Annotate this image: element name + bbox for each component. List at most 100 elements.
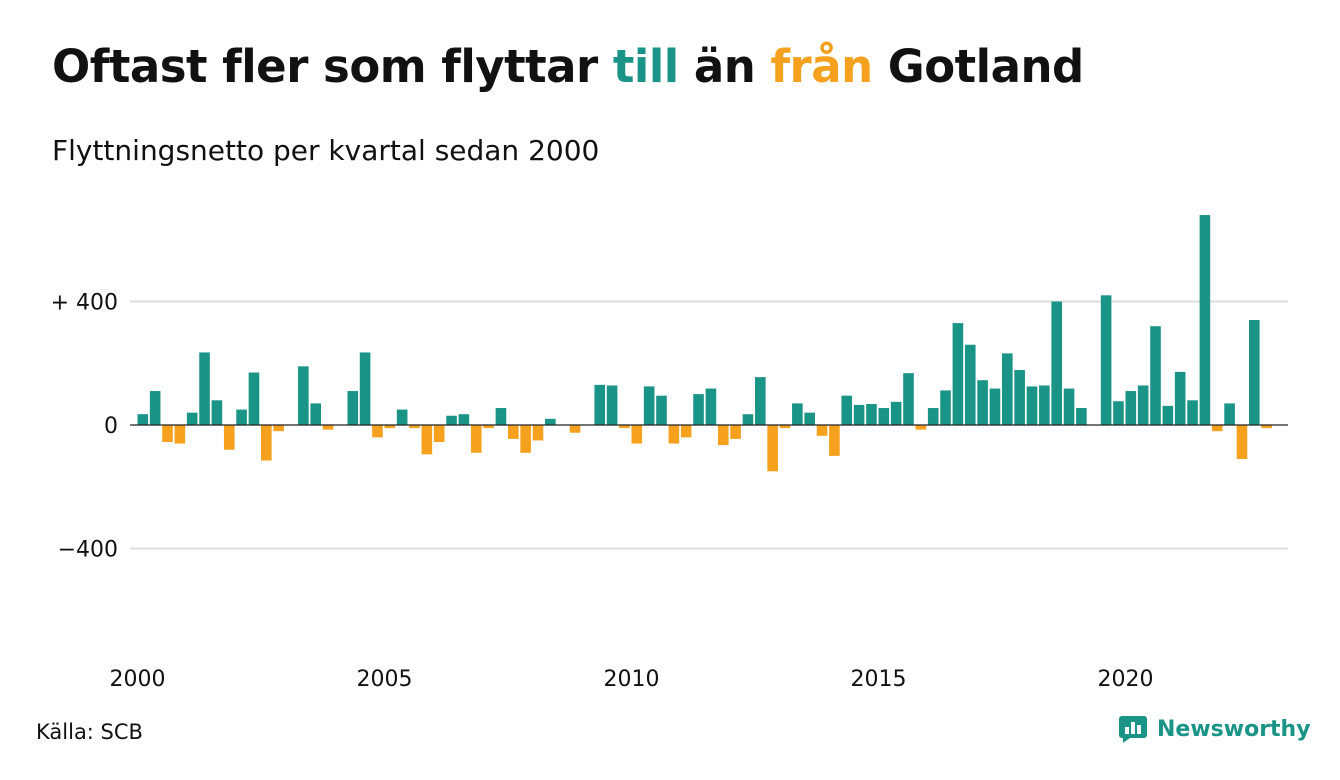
bar	[940, 390, 951, 425]
brand-name: Newsworthy	[1157, 716, 1311, 742]
bar	[1002, 353, 1013, 425]
bar-chart: + 400 0 −400 2000 2005 2010 2015 2020	[51, 215, 1288, 692]
bar	[903, 373, 914, 425]
bar	[915, 425, 927, 430]
bar	[470, 425, 482, 453]
bar	[1199, 215, 1211, 425]
bar	[1026, 386, 1038, 425]
bar	[396, 409, 408, 425]
title-part-1: Oftast fler som flyttar	[52, 40, 613, 93]
bar	[1100, 295, 1112, 425]
bar	[236, 409, 247, 425]
bar	[149, 391, 161, 425]
bar	[1211, 425, 1223, 432]
bar	[705, 388, 717, 425]
bar	[779, 425, 791, 429]
bar	[1174, 371, 1186, 425]
x-tick-label: 2000	[110, 667, 166, 692]
bar	[755, 377, 766, 425]
title-highlight-fran: från	[770, 40, 873, 93]
bar	[1051, 301, 1062, 425]
bar	[643, 386, 655, 425]
bar	[137, 414, 149, 425]
bar	[829, 425, 840, 456]
bar	[532, 425, 544, 441]
bar	[1137, 385, 1149, 425]
bar	[1039, 385, 1050, 425]
bar	[977, 380, 988, 425]
newsworthy-chart-icon	[1119, 716, 1147, 743]
bar	[742, 414, 754, 425]
y-tick-label: −400	[58, 538, 118, 563]
title-part-3: än	[678, 40, 771, 93]
bar	[792, 403, 803, 425]
bar	[359, 352, 371, 425]
bar	[458, 414, 470, 425]
bar	[890, 401, 902, 425]
bar	[878, 408, 890, 425]
bar	[816, 425, 828, 436]
bar	[508, 425, 519, 439]
bar	[1236, 425, 1248, 459]
bar	[680, 425, 692, 438]
bar	[372, 425, 383, 438]
y-tick-label: 0	[104, 414, 118, 439]
chart-subtitle: Flyttningsnetto per kvartal sedan 2000	[52, 134, 600, 167]
bar	[545, 418, 556, 425]
bar	[211, 400, 223, 425]
title-highlight-till: till	[612, 40, 679, 93]
bar	[1076, 408, 1087, 425]
bar	[223, 425, 235, 450]
bar	[322, 425, 334, 430]
bar	[631, 425, 643, 444]
bar	[520, 425, 531, 453]
bar	[1261, 425, 1272, 429]
bar	[495, 408, 507, 425]
bar	[1014, 370, 1025, 425]
x-tick-label: 2015	[851, 667, 907, 692]
bar	[347, 391, 359, 425]
bar	[1249, 320, 1260, 425]
bar	[1150, 326, 1161, 425]
bar	[606, 385, 618, 425]
bar	[421, 425, 433, 455]
bar	[927, 408, 939, 425]
x-tick-label: 2020	[1098, 667, 1154, 692]
bar	[668, 425, 680, 444]
bar	[569, 425, 581, 433]
bar	[1187, 400, 1198, 425]
bar	[964, 344, 976, 426]
bar	[952, 323, 964, 425]
bar	[989, 388, 1001, 425]
bar	[717, 425, 729, 446]
bar	[186, 412, 198, 425]
source-note: Källa: SCB	[36, 720, 143, 744]
bar	[273, 425, 284, 432]
y-tick-label: + 400	[51, 291, 118, 316]
bar	[656, 395, 667, 425]
bar	[248, 372, 260, 425]
bar	[693, 394, 704, 426]
bar	[1224, 403, 1235, 425]
bar	[310, 403, 321, 425]
bar	[261, 425, 272, 461]
bar	[1125, 391, 1137, 425]
bar	[199, 352, 210, 425]
bar	[446, 415, 457, 425]
bar	[594, 384, 606, 425]
bar	[384, 425, 396, 429]
bar	[162, 425, 173, 442]
bar	[1063, 388, 1075, 425]
bar	[619, 425, 630, 429]
bar	[730, 425, 741, 439]
bar	[804, 412, 815, 425]
bar	[174, 425, 186, 444]
bar	[1113, 401, 1124, 425]
bar	[767, 425, 778, 472]
bar	[853, 404, 865, 425]
bar	[433, 425, 445, 442]
newsworthy-logo: Newsworthy	[1118, 714, 1311, 744]
x-tick-label: 2005	[357, 667, 413, 692]
bar	[483, 425, 494, 429]
bar	[866, 404, 877, 425]
